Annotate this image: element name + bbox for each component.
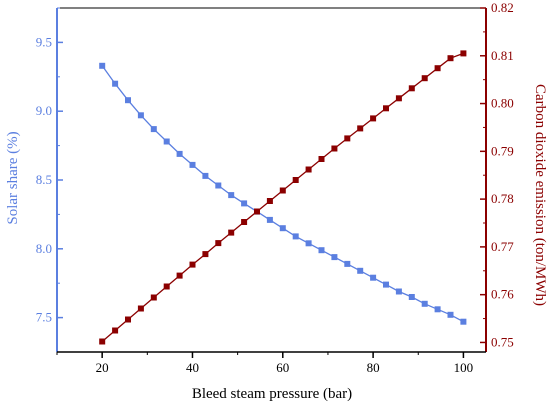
data-point-marker [189, 261, 196, 268]
data-point-marker [137, 112, 144, 119]
data-point-marker [395, 95, 402, 102]
data-point-marker [370, 115, 377, 122]
x-tick-label: 60 [276, 360, 289, 375]
data-point-marker [112, 327, 119, 334]
data-point-marker [408, 294, 415, 300]
left-tick-label: 9.5 [36, 34, 52, 49]
data-point-marker [241, 219, 248, 225]
right-y-axis: 0.75 0.76 0.77 0.78 0.79 0.80 0.81 0.82 [480, 0, 514, 352]
data-point-marker [357, 267, 364, 274]
right-tick-label: 0.79 [491, 143, 514, 158]
data-point-marker [305, 166, 312, 173]
data-point-marker [292, 233, 299, 240]
data-point-marker [163, 283, 170, 290]
data-point-marker [228, 229, 235, 236]
data-point-marker [434, 65, 441, 72]
data-point-marker [434, 306, 441, 313]
data-point-marker [266, 216, 273, 223]
left-y-axis-title: Solar share (%) [5, 131, 21, 224]
data-point-marker [176, 150, 183, 157]
data-point-marker [447, 311, 454, 318]
data-point-marker [99, 338, 106, 345]
data-point-marker [292, 177, 299, 183]
left-tick-label: 8.5 [36, 172, 52, 187]
right-tick-label: 0.78 [491, 191, 514, 206]
data-point-marker [112, 80, 119, 87]
left-y-axis: 7.5 8.0 8.5 9.0 9.5 [36, 7, 63, 353]
right-tick-label: 0.82 [491, 0, 514, 15]
x-tick-label: 40 [186, 360, 199, 375]
data-point-marker [202, 251, 209, 258]
series-co2-emission [99, 50, 467, 345]
data-point-marker [305, 240, 312, 247]
data-point-marker [408, 85, 415, 92]
right-y-axis-title: Carbon dioxide emission (ton/MWh) [532, 84, 548, 306]
x-tick-label: 80 [367, 360, 380, 375]
data-point-marker [150, 126, 157, 133]
x-tick-label: 100 [454, 360, 474, 375]
x-axis: 20 40 60 80 100 [56, 351, 486, 375]
left-tick-label: 9.0 [36, 103, 52, 118]
data-point-marker [176, 272, 183, 279]
x-tick-label: 20 [96, 360, 109, 375]
data-point-marker [202, 172, 209, 179]
data-point-marker [215, 182, 222, 189]
data-point-marker [383, 105, 389, 112]
series-solar-share [99, 62, 467, 325]
data-point-marker [318, 156, 325, 162]
data-point-marker [421, 300, 428, 307]
data-point-marker [99, 62, 106, 69]
data-point-marker [447, 55, 454, 62]
left-tick-label: 7.5 [36, 310, 52, 325]
series-layer [99, 50, 467, 345]
data-point-marker [228, 192, 235, 199]
data-point-marker [383, 281, 389, 288]
data-point-marker [357, 125, 364, 132]
data-point-marker [150, 294, 157, 301]
data-point-marker [189, 161, 196, 168]
right-tick-label: 0.80 [491, 96, 514, 111]
series-line [101, 65, 464, 323]
data-point-marker [331, 254, 338, 261]
data-point-marker [331, 145, 338, 152]
data-point-marker [125, 97, 131, 104]
data-point-marker [279, 187, 286, 194]
data-point-marker [137, 305, 144, 312]
right-tick-label: 0.76 [491, 287, 514, 302]
data-point-marker [344, 260, 351, 267]
data-point-marker [395, 288, 402, 295]
data-point-marker [215, 240, 222, 247]
right-tick-label: 0.75 [491, 334, 514, 349]
left-tick-label: 8.0 [36, 241, 52, 256]
data-point-marker [125, 316, 131, 323]
data-point-marker [241, 200, 248, 207]
data-point-marker [460, 318, 467, 325]
data-point-marker [421, 75, 428, 82]
data-point-marker [370, 274, 377, 281]
right-tick-label: 0.81 [491, 48, 514, 63]
data-point-marker [279, 225, 286, 232]
data-point-marker [318, 247, 325, 254]
data-point-marker [344, 135, 351, 142]
data-point-marker [254, 208, 260, 215]
data-point-marker [163, 138, 170, 145]
x-axis-title: Bleed steam pressure (bar) [192, 386, 352, 402]
right-tick-label: 0.77 [491, 239, 514, 254]
data-point-marker [266, 198, 273, 204]
data-point-marker [460, 50, 467, 57]
